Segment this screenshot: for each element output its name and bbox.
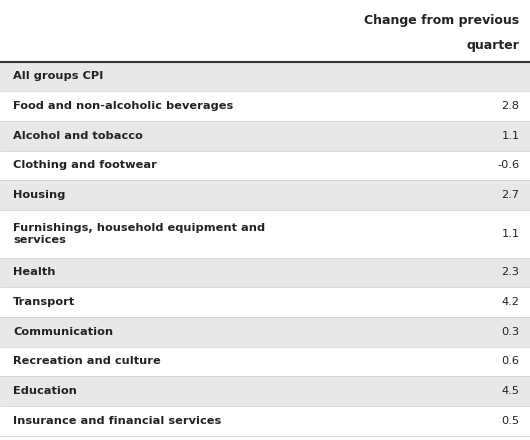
Bar — [0, 150, 530, 180]
Text: 4.2: 4.2 — [501, 297, 519, 307]
Text: 0.5: 0.5 — [501, 416, 519, 426]
Text: 1.1: 1.1 — [501, 131, 519, 141]
Bar — [0, 376, 530, 406]
Bar — [0, 180, 530, 210]
Text: Furnishings, household equipment and
services: Furnishings, household equipment and ser… — [13, 223, 266, 245]
Text: 2.7: 2.7 — [501, 190, 519, 200]
Text: Housing: Housing — [13, 190, 66, 200]
Bar — [0, 121, 530, 150]
Text: Change from previous: Change from previous — [364, 14, 519, 27]
Bar — [0, 287, 530, 317]
Text: 2.8: 2.8 — [501, 101, 519, 111]
Text: Insurance and financial services: Insurance and financial services — [13, 416, 222, 426]
Bar — [0, 317, 530, 347]
Text: 0.3: 0.3 — [501, 327, 519, 337]
Bar — [0, 4, 530, 62]
Text: Alcohol and tobacco: Alcohol and tobacco — [13, 131, 143, 141]
Text: quarter: quarter — [466, 39, 519, 52]
Text: -0.6: -0.6 — [497, 161, 519, 170]
Text: Transport: Transport — [13, 297, 75, 307]
Bar — [0, 406, 530, 436]
Text: 0.6: 0.6 — [501, 356, 519, 367]
Text: Health: Health — [13, 268, 56, 277]
Text: All groups CPI: All groups CPI — [13, 71, 104, 81]
Text: 2.3: 2.3 — [501, 268, 519, 277]
Bar — [0, 62, 530, 91]
Text: 4.5: 4.5 — [501, 386, 519, 396]
Bar — [0, 257, 530, 287]
Text: Education: Education — [13, 386, 77, 396]
Bar — [0, 91, 530, 121]
Text: Recreation and culture: Recreation and culture — [13, 356, 161, 367]
Bar — [0, 210, 530, 257]
Text: Food and non-alcoholic beverages: Food and non-alcoholic beverages — [13, 101, 234, 111]
Text: 1.1: 1.1 — [501, 229, 519, 239]
Bar — [0, 347, 530, 376]
Text: Clothing and footwear: Clothing and footwear — [13, 161, 157, 170]
Text: Communication: Communication — [13, 327, 113, 337]
